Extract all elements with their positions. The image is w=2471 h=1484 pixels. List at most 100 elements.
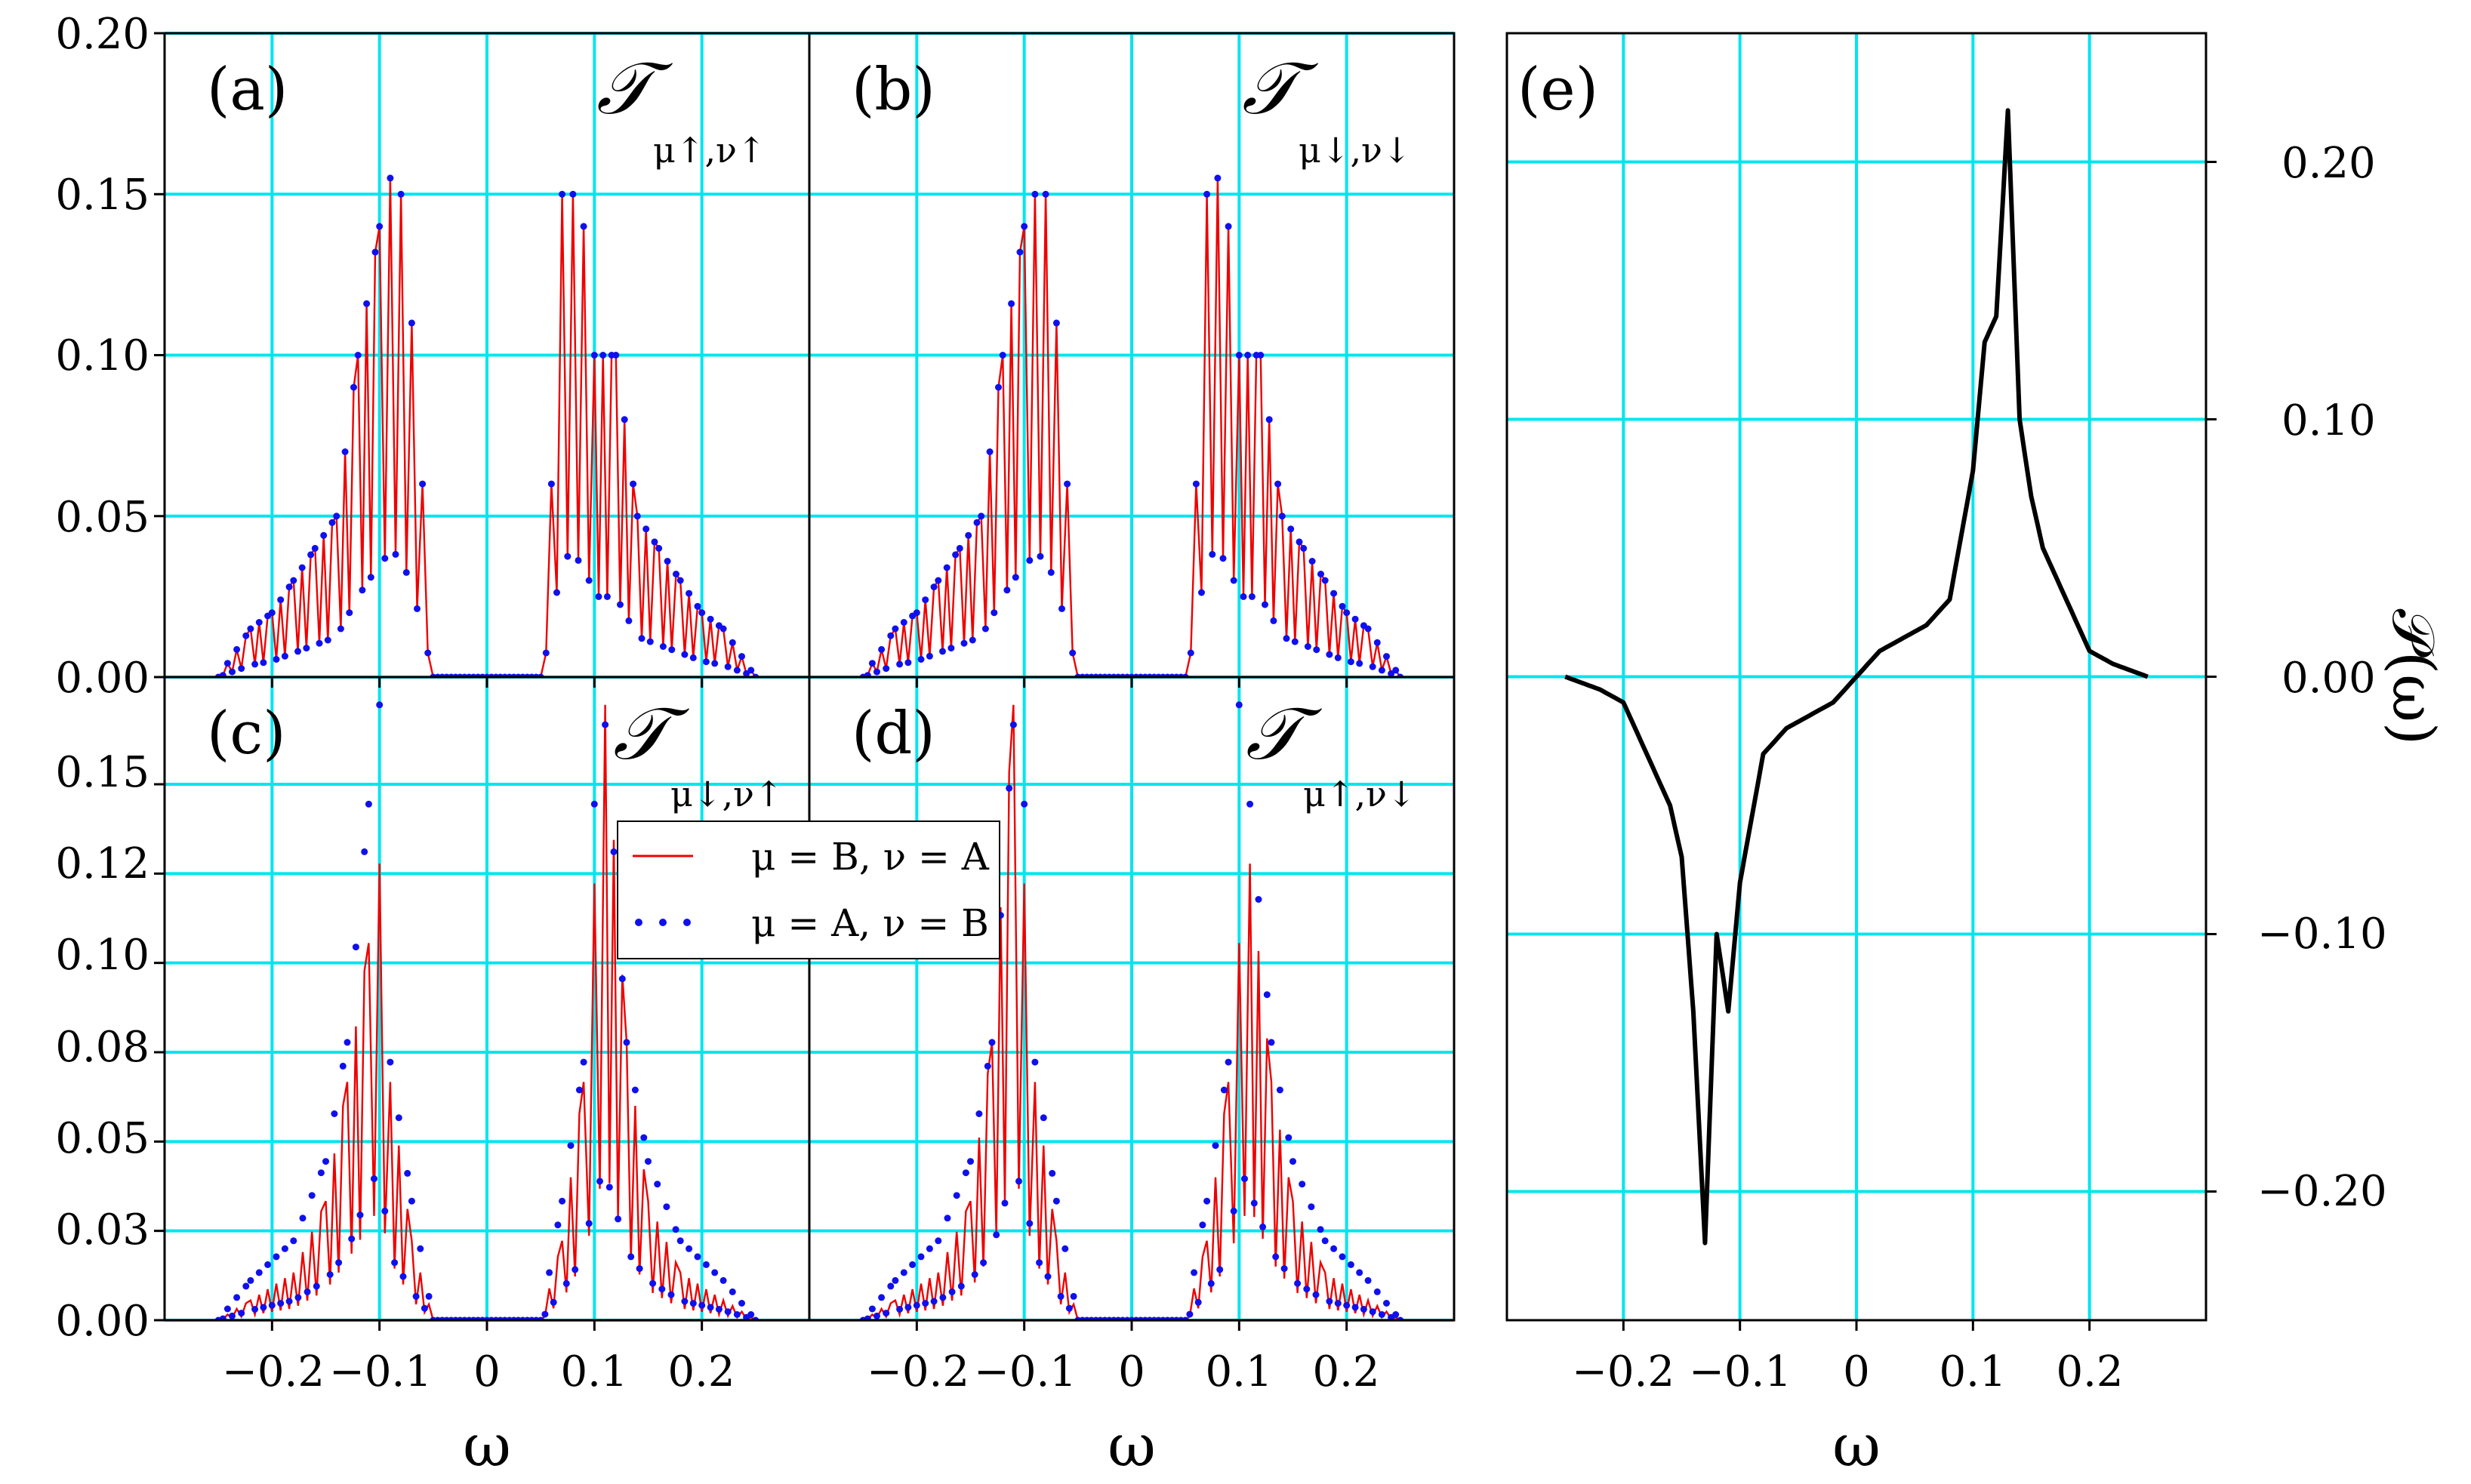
data-point-mu-A-nu-B — [900, 1269, 907, 1276]
data-point-mu-A-nu-B — [352, 944, 359, 951]
panel-b-symbol: 𝒯 — [1242, 46, 1319, 131]
data-point-mu-A-nu-B — [733, 1311, 741, 1318]
y-tick-label: 0.20 — [55, 10, 149, 59]
data-point-mu-A-nu-B — [1064, 480, 1071, 488]
data-point-mu-A-nu-B — [900, 619, 907, 626]
data-point-mu-A-nu-B — [864, 672, 871, 677]
x-tick-label: 0.1 — [1205, 1347, 1272, 1396]
axis-ticks — [154, 32, 2217, 1331]
x-axis-title-c: ω — [463, 1412, 511, 1480]
data-point-mu-A-nu-B — [363, 300, 371, 307]
data-point-mu-A-nu-B — [707, 1304, 714, 1311]
data-point-mu-A-nu-B — [904, 1304, 912, 1311]
data-point-mu-A-nu-B — [1259, 1223, 1267, 1230]
data-point-mu-A-nu-B — [585, 577, 593, 584]
y-tick-label: 0.00 — [2282, 654, 2376, 703]
data-point-mu-A-nu-B — [554, 1221, 562, 1229]
legend-blue-dot-swatch — [683, 919, 691, 926]
data-point-mu-A-nu-B — [922, 1300, 929, 1307]
data-point-mu-A-nu-B — [371, 1175, 377, 1183]
data-point-mu-A-nu-B — [273, 1253, 280, 1261]
panel-a-subscript: μ↑,ν↑ — [653, 130, 766, 171]
data-point-mu-A-nu-B — [913, 609, 920, 617]
data-point-mu-A-nu-B — [229, 1312, 236, 1319]
data-point-mu-A-nu-B — [1308, 1203, 1315, 1211]
data-point-mu-A-nu-B — [242, 632, 250, 639]
data-point-mu-A-nu-B — [711, 1269, 719, 1276]
data-point-mu-A-nu-B — [335, 1259, 343, 1267]
data-point-mu-A-nu-B — [633, 513, 641, 520]
data-point-mu-A-nu-B — [408, 1197, 415, 1205]
panel-label-d: (d) — [852, 700, 935, 768]
data-point-mu-A-nu-B — [1031, 1058, 1039, 1066]
data-point-mu-A-nu-B — [381, 1207, 389, 1215]
data-point-mu-A-nu-B — [1049, 1169, 1056, 1177]
data-point-mu-A-nu-B — [1250, 1199, 1258, 1207]
data-point-mu-A-nu-B — [387, 1058, 394, 1066]
data-point-mu-A-nu-B — [689, 1300, 697, 1307]
data-point-mu-A-nu-B — [1289, 1158, 1296, 1165]
data-point-mu-A-nu-B — [1317, 571, 1324, 577]
data-point-mu-A-nu-B — [986, 448, 994, 455]
data-point-mu-A-nu-B — [298, 564, 306, 571]
data-point-mu-A-nu-B — [238, 1310, 245, 1317]
data-point-mu-A-nu-B — [1186, 1310, 1194, 1318]
y-tick-labels-bottom: 0.00 0.03 0.05 0.08 0.10 0.12 0.15 — [55, 748, 149, 1346]
data-point-mu-A-nu-B — [337, 625, 344, 633]
x-tick-label: −0.2 — [1572, 1347, 1675, 1396]
data-point-mu-A-nu-B — [281, 652, 288, 660]
panel-d-subscript: μ↑,ν↓ — [1303, 774, 1416, 814]
data-point-mu-A-nu-B — [559, 190, 566, 198]
data-point-mu-A-nu-B — [917, 656, 925, 663]
data-point-mu-A-nu-B — [935, 1237, 942, 1245]
data-point-mu-A-nu-B — [376, 701, 384, 709]
data-point-mu-A-nu-B — [1241, 1175, 1248, 1183]
data-point-mu-A-nu-B — [1255, 896, 1262, 903]
data-point-mu-A-nu-B — [655, 544, 663, 552]
data-point-mu-A-nu-B — [1334, 654, 1342, 661]
data-point-mu-A-nu-B — [610, 848, 618, 855]
data-point-mu-A-nu-B — [883, 665, 890, 673]
legend: μ = B, ν = A μ = A, ν = B — [617, 821, 1000, 959]
data-point-mu-A-nu-B — [681, 651, 689, 658]
data-point-mu-A-nu-B — [387, 174, 394, 182]
data-point-mu-A-nu-B — [971, 1271, 978, 1278]
data-point-mu-A-nu-B — [1339, 602, 1346, 610]
data-point-mu-A-nu-B — [638, 635, 645, 642]
data-point-mu-A-nu-B — [1303, 1285, 1311, 1293]
data-point-mu-A-nu-B — [421, 1304, 428, 1312]
data-point-mu-A-nu-B — [948, 1288, 956, 1295]
data-point-mu-A-nu-B — [299, 1215, 307, 1222]
data-point-mu-A-nu-B — [238, 665, 245, 673]
data-point-mu-A-nu-B — [1187, 649, 1194, 657]
data-point-mu-A-nu-B — [738, 653, 745, 660]
data-point-mu-A-nu-B — [381, 555, 389, 562]
data-point-mu-A-nu-B — [233, 1294, 241, 1301]
data-point-mu-A-nu-B — [659, 643, 667, 650]
data-point-mu-A-nu-B — [1356, 1269, 1363, 1276]
data-point-mu-A-nu-B — [909, 1261, 917, 1268]
data-point-mu-A-nu-B — [1225, 223, 1232, 230]
x-axis-title-d: ω — [1108, 1412, 1156, 1480]
data-point-mu-A-nu-B — [1330, 1245, 1338, 1252]
panel-a-symbol: 𝒯 — [596, 46, 673, 131]
data-point-mu-A-nu-B — [694, 602, 701, 610]
data-point-mu-A-nu-B — [939, 648, 946, 655]
data-point-mu-A-nu-B — [392, 550, 399, 558]
y-tick-label: 0.10 — [55, 931, 149, 980]
data-point-mu-A-nu-B — [993, 1231, 1000, 1239]
data-point-mu-A-nu-B — [1240, 593, 1247, 600]
x-tick-labels-d: −0.2 −0.1 0 0.1 0.2 — [867, 1347, 1380, 1396]
data-point-mu-A-nu-B — [694, 1253, 701, 1261]
data-point-mu-A-nu-B — [1198, 589, 1205, 596]
data-point-mu-A-nu-B — [887, 1282, 895, 1290]
data-point-mu-A-nu-B — [596, 1178, 603, 1185]
data-point-mu-A-nu-B — [605, 1184, 613, 1191]
data-point-mu-A-nu-B — [873, 668, 880, 676]
data-point-mu-A-nu-B — [1203, 1197, 1211, 1205]
data-point-mu-A-nu-B — [572, 1266, 579, 1273]
data-point-mu-A-nu-B — [356, 1212, 364, 1219]
data-point-mu-A-nu-B — [995, 383, 1002, 391]
y-tick-labels-top: 0.00 0.05 0.10 0.15 0.20 — [55, 10, 149, 703]
data-point-mu-A-nu-B — [711, 660, 719, 667]
